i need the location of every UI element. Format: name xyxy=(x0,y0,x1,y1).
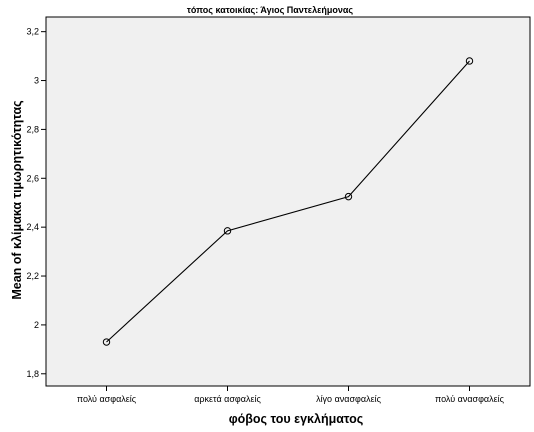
data-point xyxy=(465,57,474,65)
x-tick-label: αρκετά ασφαλείς xyxy=(194,394,261,404)
y-axis-ticks: 1,8 2 2,2 2,4 2,6 2,8 3 3,2 xyxy=(26,27,46,379)
x-axis-title: φόβος του εγκλήματος xyxy=(229,412,364,426)
y-tick-label: 2,6 xyxy=(26,173,39,183)
y-tick-label: 3,2 xyxy=(26,27,39,37)
data-point xyxy=(102,338,111,346)
y-tick-label: 2,8 xyxy=(26,124,39,134)
y-tick-label: 3 xyxy=(34,76,39,86)
y-tick-label: 2,4 xyxy=(26,222,39,232)
y-tick-label: 1,8 xyxy=(26,369,39,379)
x-tick-label: λίγο ανασφαλείς xyxy=(316,394,382,404)
y-tick-label: 2,2 xyxy=(26,271,39,281)
x-tick-label: πολύ ανασφαλείς xyxy=(435,394,505,404)
series-line xyxy=(106,60,470,343)
y-tick-label: 2 xyxy=(34,320,39,330)
data-point xyxy=(344,192,353,201)
x-axis-ticks: πολύ ασφαλείς αρκετά ασφαλείς λίγο ανασφαλ… xyxy=(77,386,505,404)
chart-title: τόπος κατοικίας: Άγιος Παντελεήμονας xyxy=(187,5,353,15)
data-point xyxy=(223,227,232,235)
x-tick-label: πολύ ασφαλείς xyxy=(77,394,137,404)
y-axis-title: Mean of κλίμακα τιμωρητικότητας xyxy=(10,100,24,299)
plot-area xyxy=(45,16,531,387)
series-markers xyxy=(102,57,474,346)
